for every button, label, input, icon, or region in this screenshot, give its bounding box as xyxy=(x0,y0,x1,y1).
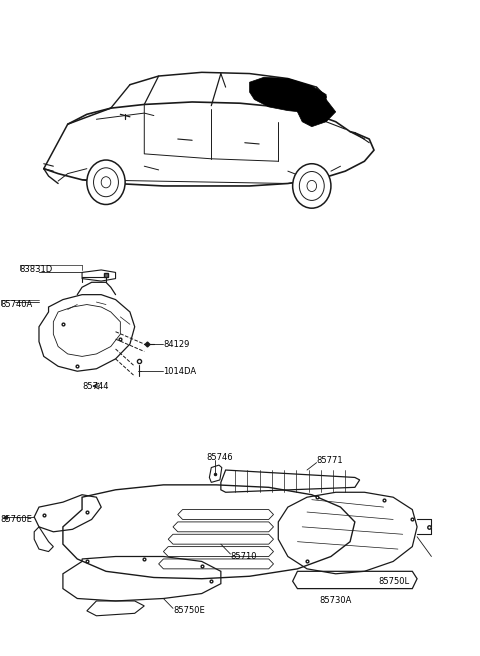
Ellipse shape xyxy=(307,180,317,192)
Ellipse shape xyxy=(293,164,331,208)
Text: 85750L: 85750L xyxy=(379,577,410,586)
Ellipse shape xyxy=(300,171,324,201)
Text: 85730A: 85730A xyxy=(320,596,352,605)
Text: 85746: 85746 xyxy=(206,453,233,462)
Text: 1014DA: 1014DA xyxy=(163,367,196,376)
Text: 85750E: 85750E xyxy=(173,606,205,615)
Ellipse shape xyxy=(94,168,119,197)
Text: 85740A: 85740A xyxy=(0,300,33,309)
Polygon shape xyxy=(250,77,326,113)
Text: 84129: 84129 xyxy=(163,340,190,348)
Ellipse shape xyxy=(101,176,111,188)
Text: 85760E: 85760E xyxy=(0,515,33,524)
Text: 85771: 85771 xyxy=(317,456,343,464)
Text: 85710: 85710 xyxy=(230,552,257,561)
Text: 85744: 85744 xyxy=(82,382,108,390)
Text: 83831D: 83831D xyxy=(20,266,53,274)
Ellipse shape xyxy=(87,160,125,205)
Polygon shape xyxy=(298,94,336,127)
